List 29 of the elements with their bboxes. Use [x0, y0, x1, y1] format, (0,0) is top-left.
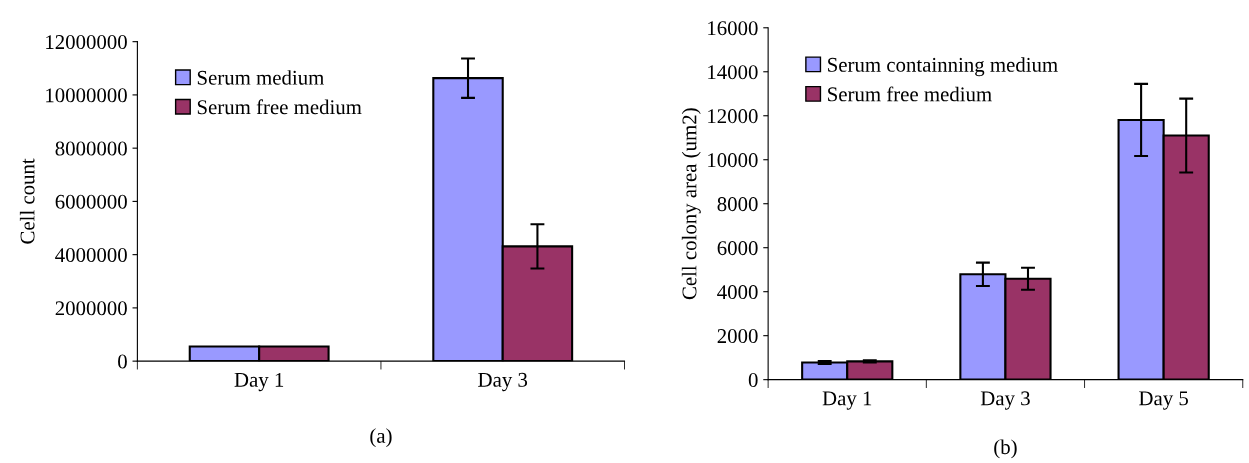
- x-tick-label: Day 1: [234, 372, 284, 392]
- y-tick-label: 0: [118, 354, 127, 369]
- x-tick-label: Day 1: [822, 391, 872, 410]
- y-tick-label: 8000000: [55, 141, 127, 156]
- y-tick-label: 12000000: [46, 35, 127, 50]
- text: (a): [370, 428, 392, 448]
- y-tick-label: 16000: [708, 21, 758, 36]
- y-axis-title: Cell count: [19, 158, 35, 244]
- y-tick-label: 4000000: [55, 248, 127, 263]
- y-tick-label: 8000: [717, 197, 758, 212]
- y-tick-label: 2000: [717, 329, 758, 344]
- legend-label: Serum free medium: [828, 86, 992, 102]
- y-tick-label: 4000: [717, 285, 758, 300]
- legend-label: Serum containning medium: [828, 57, 1058, 77]
- x-tick-label: Day 5: [1139, 391, 1188, 410]
- text: (b): [994, 439, 1017, 459]
- y-tick-label: 12000: [708, 109, 758, 124]
- y-axis-title: Cell colony area (um2): [681, 108, 701, 300]
- y-tick-label: 14000: [708, 65, 758, 80]
- x-tick-label: Day 3: [478, 372, 528, 392]
- x-tick-label: Day 3: [980, 391, 1030, 410]
- legend-label: Serum medium: [197, 70, 325, 85]
- y-tick-label: 6000000: [55, 194, 127, 209]
- y-tick-label: 10000000: [46, 88, 127, 103]
- y-tick-label: 10000: [708, 153, 758, 168]
- y-tick-label: 6000: [717, 241, 758, 256]
- y-tick-label: 2000000: [55, 301, 127, 316]
- y-tick-label: 0: [748, 373, 758, 388]
- legend-label: Serum free medium: [197, 99, 362, 115]
